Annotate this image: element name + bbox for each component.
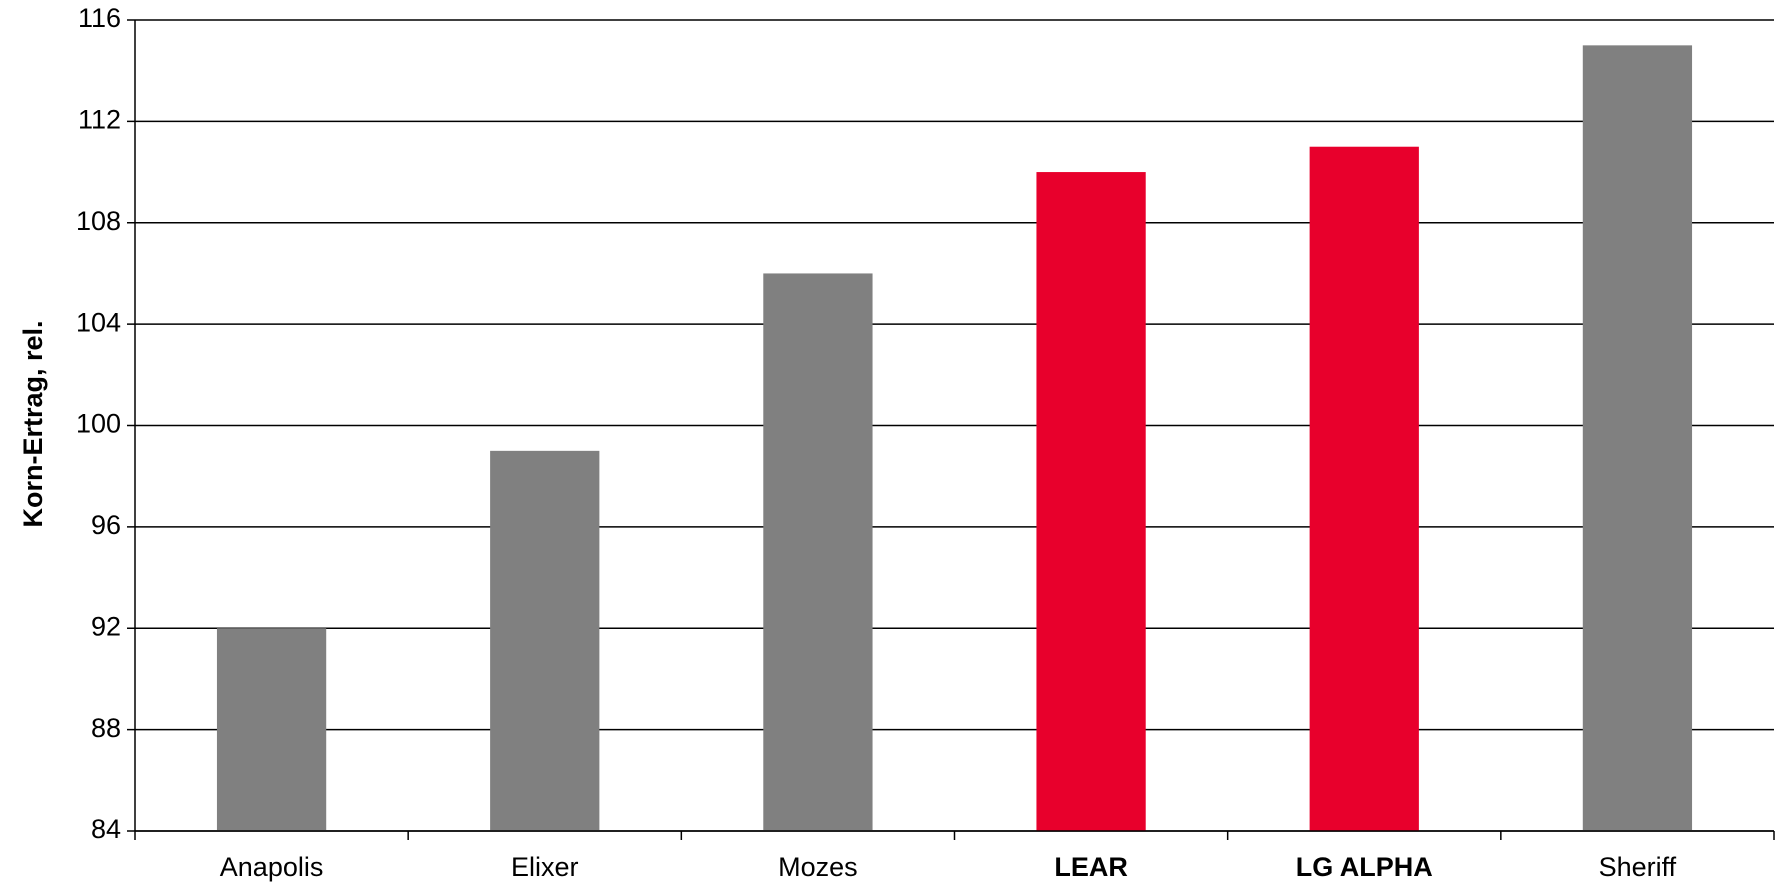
y-tick-label: 88 <box>91 713 121 743</box>
bar <box>1582 45 1693 831</box>
x-tick-label: LG ALPHA <box>1296 852 1433 882</box>
y-tick-label: 104 <box>76 307 121 337</box>
bar <box>1036 172 1146 831</box>
bar <box>216 628 327 831</box>
x-tick-label: Elixer <box>511 852 579 882</box>
y-tick-label: 92 <box>91 611 121 641</box>
x-tick-label: Anapolis <box>220 852 324 882</box>
x-tick-label: Mozes <box>778 852 858 882</box>
x-tick-label: Sheriff <box>1599 852 1677 882</box>
bar <box>1309 146 1419 831</box>
y-axis-label: Korn-Ertrag, rel. <box>18 320 48 527</box>
bar <box>763 273 873 831</box>
y-tick-label: 84 <box>91 814 121 844</box>
y-tick-label: 112 <box>78 105 121 135</box>
y-tick-label: 100 <box>76 409 121 439</box>
x-tick-label: LEAR <box>1054 852 1128 882</box>
y-tick-label: 116 <box>78 3 121 33</box>
bar <box>490 450 600 831</box>
y-tick-label: 108 <box>76 206 121 236</box>
y-tick-label: 96 <box>91 510 121 540</box>
